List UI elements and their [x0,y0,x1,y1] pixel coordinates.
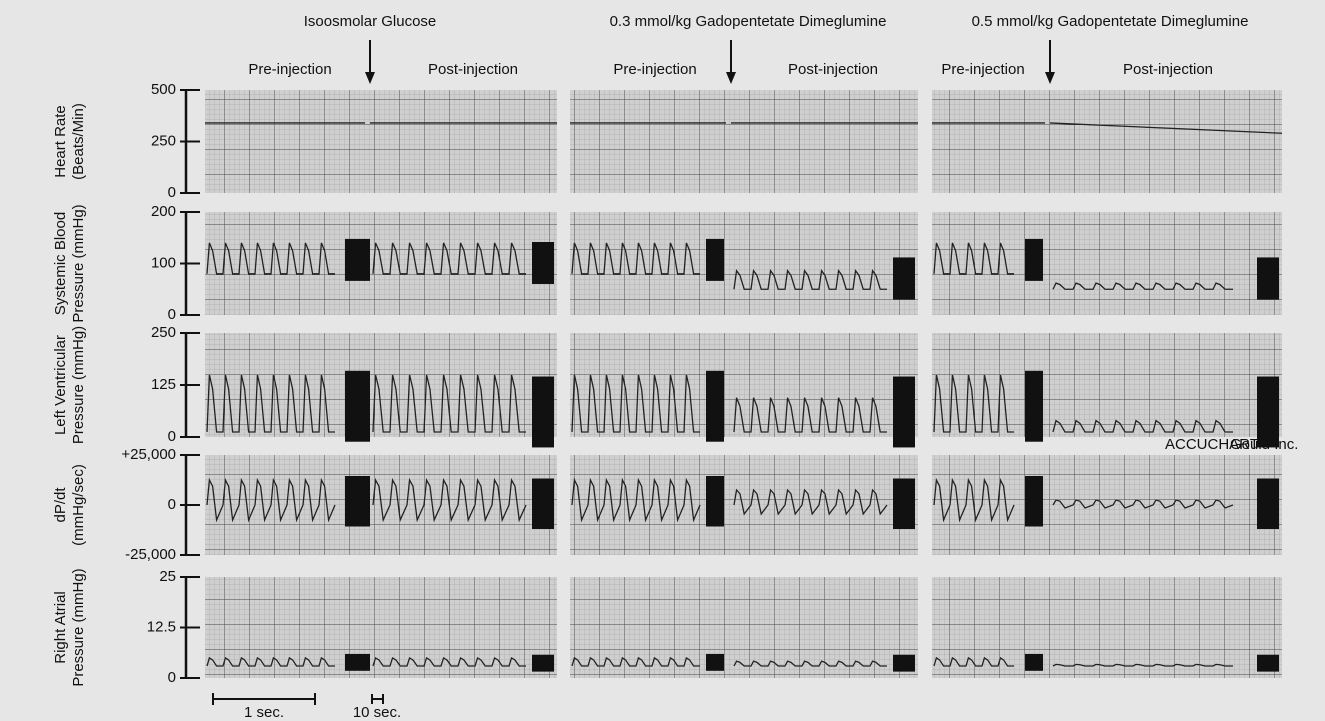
y-tick-label: 250 [151,132,176,149]
y-tick-label: 0 [168,184,176,201]
row-label: (Beats/Min) [70,103,87,180]
figure: Isoosmolar Glucose Pre-injection Post-inje… [0,0,1325,721]
y-tick-label: 0 [168,669,176,686]
trace-block [345,239,370,281]
row-label: dP/dt [52,487,69,523]
y-tick-label: +25,000 [121,446,176,463]
trace-block [532,377,554,448]
coarse-grid [570,455,918,555]
trace-block [532,655,554,672]
trace-block [532,242,554,284]
trace-block [1257,655,1279,672]
header-title: 0.3 mmol/kg Gadopentetate Dimeglumine [610,13,887,30]
trace-block [706,239,724,281]
trace-block [706,371,724,442]
coarse-grid [932,455,1282,555]
trace-block [345,654,370,671]
phase-label: Pre-injection [248,61,331,78]
y-tick-label: 25 [159,568,176,585]
coarse-grid [570,212,918,315]
header-title: Isoosmolar Glucose [304,13,437,30]
y-tick-label: 100 [151,254,176,271]
row-label: Systemic Blood [52,212,69,315]
phase-label: Post-injection [788,61,878,78]
trace-block [893,655,915,672]
trace-block [706,476,724,527]
coarse-grid [932,90,1282,193]
scale-label: 10 sec. [353,704,401,721]
phase-label: Post-injection [428,61,518,78]
trace-block [893,479,915,530]
y-tick-label: 125 [151,376,176,393]
trace-block [1257,479,1279,530]
y-tick-label: -25,000 [125,546,176,563]
trace-block [893,377,915,448]
trace-block [706,654,724,671]
page: Isoosmolar Glucose Pre-injection Post-inje… [0,0,1325,721]
trace-block [532,479,554,530]
row-label: Left Ventricular [52,335,69,435]
row-label: Pressure (mmHg) [70,326,87,444]
trace-block [1025,239,1043,281]
phase-label: Pre-injection [941,61,1024,78]
y-tick-label: 0 [168,306,176,323]
coarse-grid [205,90,557,193]
watermark: Gould Inc. [1230,436,1298,453]
trace-block [1257,257,1279,299]
coarse-grid [570,577,918,678]
phase-label: Post-injection [1123,61,1213,78]
coarse-grid [570,90,918,193]
trace-block [1025,476,1043,527]
coarse-grid [205,333,557,437]
row-label: Heart Rate [52,105,69,178]
row-label: Right Atrial [52,591,69,664]
coarse-grid [932,577,1282,678]
row-label: Pressure (mmHg) [70,568,87,686]
coarse-grid [932,212,1282,315]
header-title: 0.5 mmol/kg Gadopentetate Dimeglumine [972,13,1249,30]
y-tick-label: 12.5 [147,618,176,635]
y-tick-label: 0 [168,496,176,513]
trace-block [345,476,370,527]
y-tick-label: 0 [168,428,176,445]
y-tick-label: 200 [151,203,176,220]
row-label-group: Heart Rate(Beats/Min) [52,103,87,180]
trace-block [1025,371,1043,442]
trace-block [345,371,370,442]
row-label-group: Systemic BloodPressure (mmHg) [52,204,87,322]
y-tick-label: 500 [151,81,176,98]
scale-label: 1 sec. [244,704,284,721]
row-label: Pressure (mmHg) [70,204,87,322]
phase-label: Pre-injection [613,61,696,78]
trace-block [1025,654,1043,671]
row-label: (mmHg/sec) [70,464,87,546]
trace-block [893,257,915,299]
y-tick-label: 250 [151,324,176,341]
